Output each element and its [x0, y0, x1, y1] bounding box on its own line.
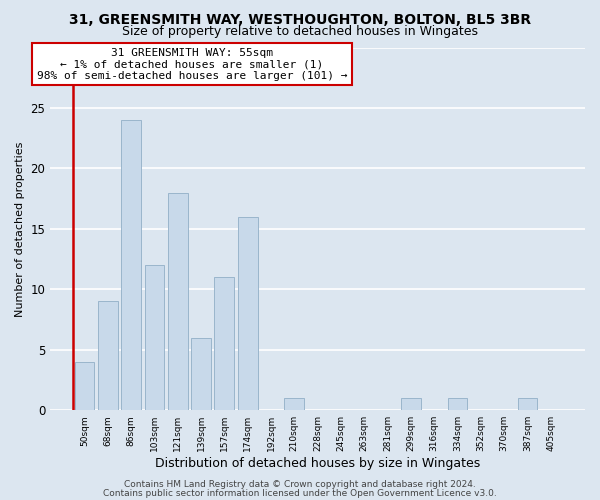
- Text: Contains public sector information licensed under the Open Government Licence v3: Contains public sector information licen…: [103, 488, 497, 498]
- Bar: [448, 398, 467, 410]
- Bar: [214, 277, 234, 410]
- Bar: [191, 338, 211, 410]
- Bar: [145, 265, 164, 410]
- Bar: [518, 398, 538, 410]
- Y-axis label: Number of detached properties: Number of detached properties: [15, 141, 25, 316]
- Text: 31 GREENSMITH WAY: 55sqm
← 1% of detached houses are smaller (1)
98% of semi-det: 31 GREENSMITH WAY: 55sqm ← 1% of detache…: [37, 48, 347, 80]
- Bar: [168, 192, 188, 410]
- Text: Size of property relative to detached houses in Wingates: Size of property relative to detached ho…: [122, 25, 478, 38]
- Bar: [74, 362, 94, 410]
- Text: Contains HM Land Registry data © Crown copyright and database right 2024.: Contains HM Land Registry data © Crown c…: [124, 480, 476, 489]
- Bar: [121, 120, 141, 410]
- Bar: [284, 398, 304, 410]
- Bar: [98, 302, 118, 410]
- X-axis label: Distribution of detached houses by size in Wingates: Distribution of detached houses by size …: [155, 457, 480, 470]
- Text: 31, GREENSMITH WAY, WESTHOUGHTON, BOLTON, BL5 3BR: 31, GREENSMITH WAY, WESTHOUGHTON, BOLTON…: [69, 12, 531, 26]
- Bar: [401, 398, 421, 410]
- Bar: [238, 217, 257, 410]
